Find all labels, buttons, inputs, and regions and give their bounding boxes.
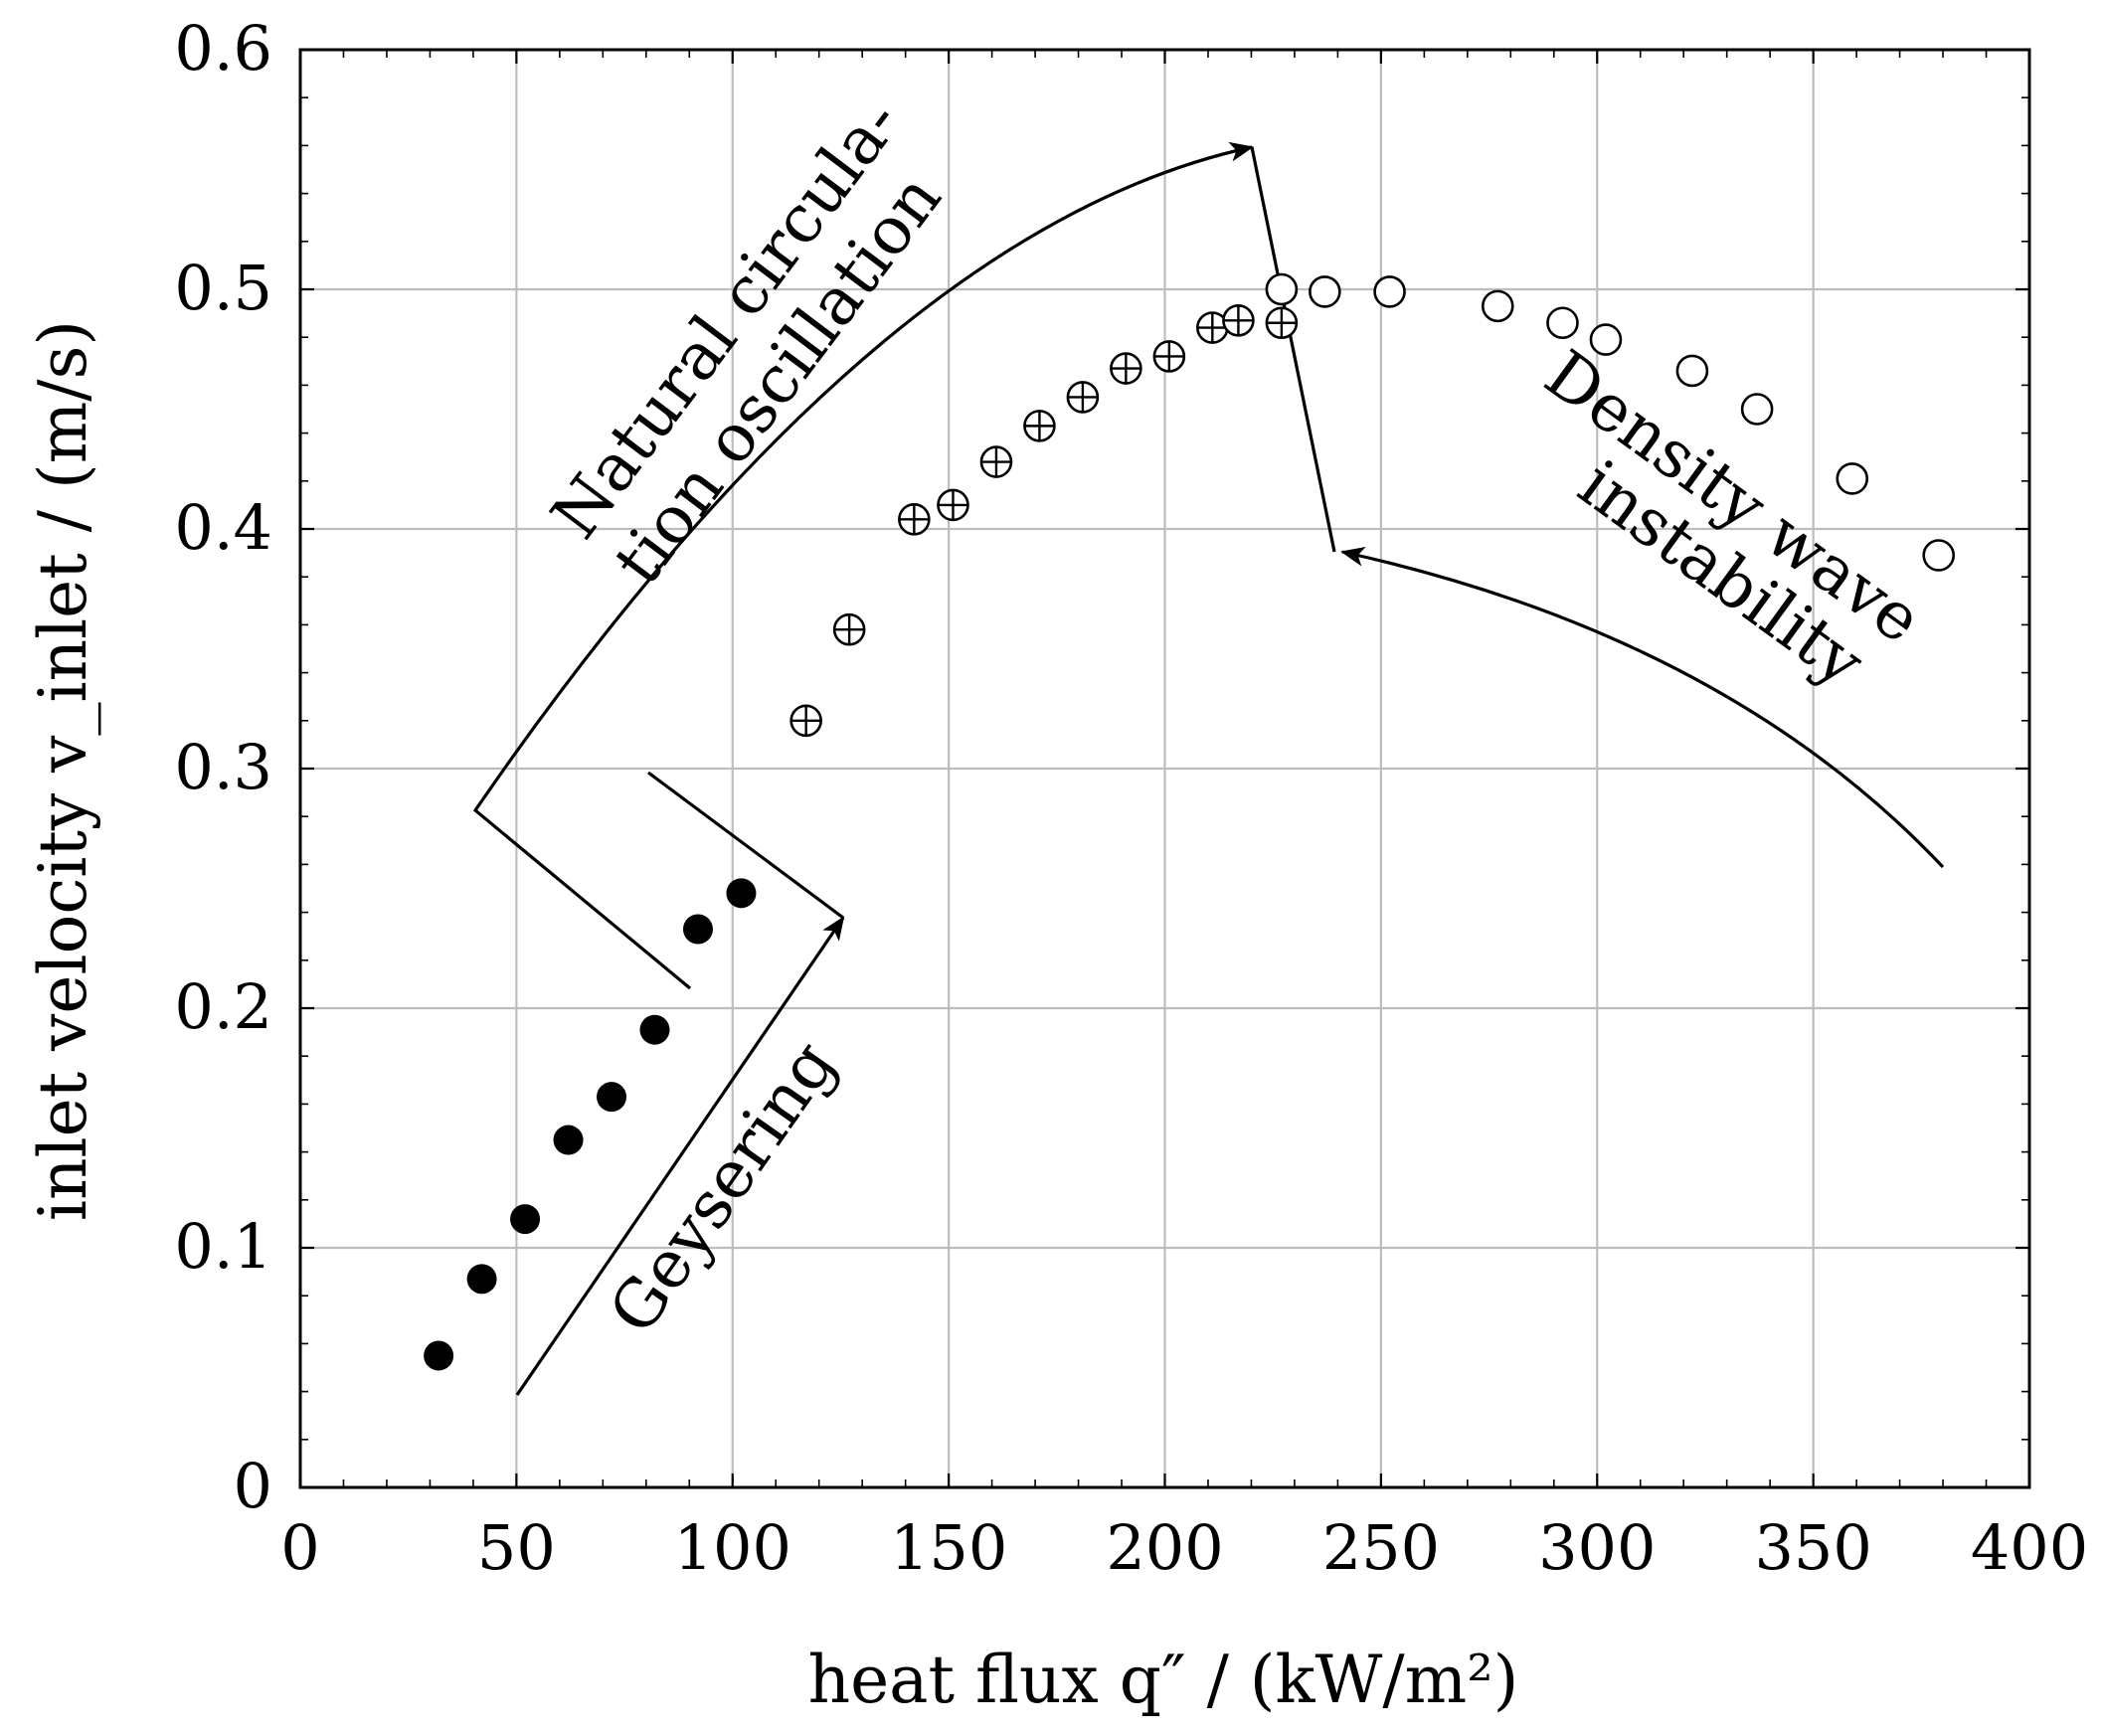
- natural-circulation-arrow: [472, 141, 1254, 990]
- point-open: [1309, 275, 1341, 308]
- point-crossed: [1152, 340, 1186, 373]
- point-crossed: [979, 445, 1013, 478]
- point-crossed: [832, 612, 866, 646]
- x-tick-label: 250: [1322, 1511, 1440, 1584]
- point-filled: [682, 914, 713, 945]
- point-crossed: [1066, 381, 1100, 414]
- x-tick-label: 50: [477, 1511, 556, 1584]
- data-markers: [424, 272, 1956, 1371]
- x-tick-label: 200: [1106, 1511, 1223, 1584]
- y-tick-label: 0: [234, 1450, 272, 1522]
- grid: [298, 48, 2031, 1489]
- x-tick-labels: 0 50 100 150 200 250 300 350 400: [280, 1511, 2088, 1584]
- point-open: [1546, 306, 1579, 340]
- point-crossed: [1265, 306, 1299, 340]
- x-tick-label: 300: [1538, 1511, 1656, 1584]
- point-filled: [553, 1125, 584, 1155]
- y-tick-label: 0.2: [174, 970, 272, 1043]
- point-crossed: [789, 704, 822, 738]
- point-open: [1589, 323, 1623, 356]
- point-open: [1740, 393, 1774, 426]
- y-axis-label: inlet velocity v_inlet / (m/s): [25, 320, 101, 1221]
- geysering-return-line: [647, 771, 844, 920]
- y-tick-label: 0.5: [174, 252, 272, 324]
- geysering-arrow: [515, 916, 845, 1396]
- x-tick-label: 0: [280, 1511, 319, 1584]
- x-axis-label: heat flux q″ / (kW/m²): [808, 1642, 1519, 1718]
- annotation-geysering: Geysering: [595, 1027, 851, 1347]
- point-filled: [510, 1204, 541, 1235]
- point-filled: [597, 1082, 627, 1113]
- x-tick-label: 100: [674, 1511, 791, 1584]
- point-crossed: [898, 503, 931, 536]
- point-crossed: [1110, 352, 1142, 385]
- point-filled: [424, 1340, 454, 1371]
- y-tick-label: 0.6: [174, 12, 272, 85]
- point-crossed: [1196, 311, 1229, 344]
- point-crossed: [1222, 304, 1255, 337]
- plot-frame: [298, 48, 2031, 1489]
- point-open: [1373, 275, 1406, 308]
- x-tick-label: 150: [890, 1511, 1007, 1584]
- x-tick-label: 350: [1754, 1511, 1871, 1584]
- point-open: [1922, 539, 1956, 572]
- point-open: [1481, 289, 1514, 323]
- y-tick-label: 0.3: [174, 731, 272, 803]
- natural-circulation-return-line: [1250, 146, 1336, 553]
- y-tick-label: 0.1: [174, 1210, 272, 1283]
- y-tick-labels: 0 0.1 0.2 0.3 0.4 0.5 0.6: [174, 12, 272, 1522]
- point-crossed: [937, 488, 969, 522]
- point-filled: [466, 1264, 497, 1295]
- y-tick-label: 0.4: [174, 491, 272, 564]
- point-filled: [639, 1014, 670, 1045]
- point-filled: [726, 878, 757, 909]
- x-tick-label: 400: [1971, 1511, 2088, 1584]
- density-wave-arrow: [1340, 546, 1945, 869]
- point-crossed: [1023, 410, 1056, 442]
- point-open: [1836, 462, 1869, 495]
- point-open: [1265, 272, 1299, 306]
- point-open: [1675, 354, 1709, 388]
